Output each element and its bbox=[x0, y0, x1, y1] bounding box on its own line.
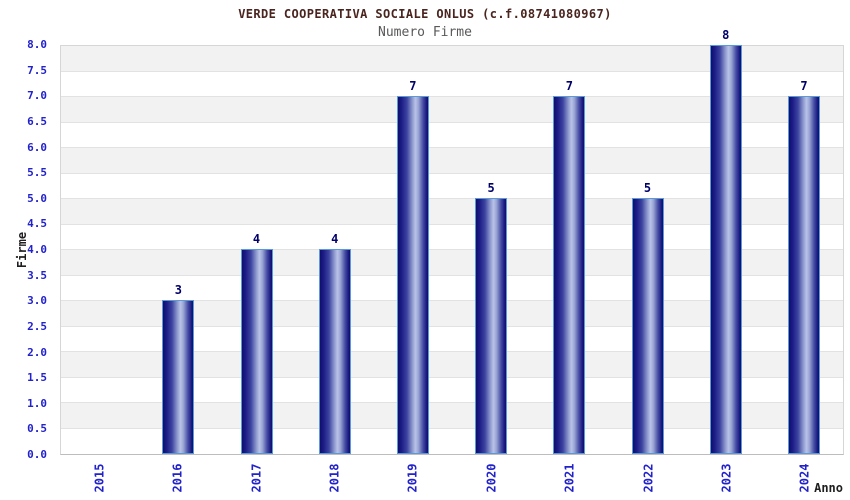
x-tick: 2022 bbox=[609, 457, 687, 499]
x-tick-label: 2024 bbox=[797, 463, 812, 493]
grid-band bbox=[61, 327, 843, 352]
bar-slot: 4 bbox=[217, 46, 295, 454]
x-tick: 2020 bbox=[452, 457, 530, 499]
y-tick-label: 7.5 bbox=[27, 63, 47, 77]
bar-value-label: 4 bbox=[252, 232, 261, 246]
y-tick-label: 1.5 bbox=[27, 371, 47, 385]
bar bbox=[631, 198, 664, 454]
y-tick-label: 2.5 bbox=[27, 319, 47, 333]
x-tick-label: 2019 bbox=[405, 463, 420, 493]
y-tick-label: 6.0 bbox=[27, 140, 47, 154]
x-axis-title: Anno bbox=[814, 481, 843, 495]
bar-value-label: 7 bbox=[409, 79, 417, 93]
x-tick-label: 2018 bbox=[327, 463, 342, 493]
x-tick: 2023 bbox=[687, 457, 765, 499]
bar bbox=[240, 249, 273, 454]
grid-band bbox=[61, 225, 843, 250]
bar-value-label: 7 bbox=[800, 79, 808, 93]
bar-slot bbox=[61, 46, 139, 454]
y-tick-label: 7.0 bbox=[27, 89, 47, 103]
bar-slot: 8 bbox=[687, 29, 765, 454]
grid-band bbox=[61, 276, 843, 301]
x-tick-label: 2016 bbox=[170, 463, 185, 493]
bar-value-label: 5 bbox=[643, 181, 652, 195]
grid-band bbox=[61, 123, 843, 148]
x-tick-label: 2017 bbox=[249, 463, 264, 493]
x-tick-label: 2020 bbox=[484, 463, 499, 493]
bar-value-label: 7 bbox=[565, 79, 573, 93]
x-tick-label: 2023 bbox=[719, 463, 734, 493]
bar-slot: 7 bbox=[765, 46, 843, 454]
bar-slot: 3 bbox=[139, 46, 217, 454]
plot-area: 3 4 4 7 5 7 5 8 7 bbox=[60, 29, 844, 455]
y-tick-label: 3.5 bbox=[27, 268, 47, 282]
y-tick-label: 0.5 bbox=[27, 422, 47, 436]
x-tick: 2019 bbox=[374, 457, 452, 499]
bar bbox=[475, 198, 508, 454]
x-axis-ticks: 2015 2016 2017 2018 2019 2020 2021 2022 2023 2024 bbox=[60, 457, 844, 499]
bar bbox=[553, 96, 586, 454]
y-tick-label: 2.0 bbox=[27, 345, 47, 359]
x-tick-label: 2022 bbox=[641, 463, 656, 493]
y-tick-label: 1.0 bbox=[27, 396, 47, 410]
bar-value-label: 5 bbox=[487, 181, 495, 195]
bar-value-label: 8 bbox=[722, 28, 730, 42]
x-tick: 2021 bbox=[530, 457, 608, 499]
y-tick-label: 4.0 bbox=[27, 243, 47, 256]
y-tick-label: 6.5 bbox=[27, 114, 47, 128]
x-tick: 2018 bbox=[295, 457, 373, 499]
bars-container: 3 4 4 7 5 7 5 8 7 bbox=[61, 29, 843, 454]
bar-slot: 5 bbox=[608, 46, 686, 454]
bar-slot: 5 bbox=[452, 46, 530, 454]
grid-band bbox=[61, 174, 843, 199]
bar bbox=[709, 45, 742, 454]
bar bbox=[318, 249, 351, 454]
grid-band bbox=[61, 72, 843, 97]
x-tick-label: 2021 bbox=[562, 463, 577, 493]
y-tick-label: 4.5 bbox=[27, 217, 47, 231]
bar-slot: 7 bbox=[374, 46, 452, 454]
x-tick: 2016 bbox=[138, 457, 216, 499]
y-tick-label: 3.0 bbox=[27, 294, 47, 308]
y-axis-ticks: 8.0 7.5 7.0 6.5 6.0 5.5 5.0 4.5 4.0 3.5 3.0 2.5 2.0 1… bbox=[0, 38, 54, 461]
bar bbox=[396, 96, 429, 454]
x-tick-label: 2015 bbox=[92, 463, 107, 493]
bar bbox=[787, 96, 820, 454]
bar bbox=[162, 300, 195, 454]
chart-subtitle: Numero Firme bbox=[378, 25, 472, 40]
chart-title: VERDE COOPERATIVA SOCIALE ONLUS (c.f.087… bbox=[238, 7, 612, 21]
grid-band bbox=[61, 378, 843, 403]
y-tick-label: 5.0 bbox=[27, 191, 47, 205]
y-tick-label: 8.0 bbox=[27, 38, 47, 51]
x-tick: 2015 bbox=[60, 457, 138, 499]
y-tick-label: 0.0 bbox=[27, 448, 47, 461]
bar-slot: 7 bbox=[530, 46, 608, 454]
bar-value-label: 3 bbox=[174, 283, 182, 297]
x-tick: 2017 bbox=[217, 457, 295, 499]
y-tick-label: 5.5 bbox=[27, 166, 47, 180]
bar-value-label: 4 bbox=[331, 232, 339, 246]
bar-slot: 4 bbox=[296, 46, 374, 454]
